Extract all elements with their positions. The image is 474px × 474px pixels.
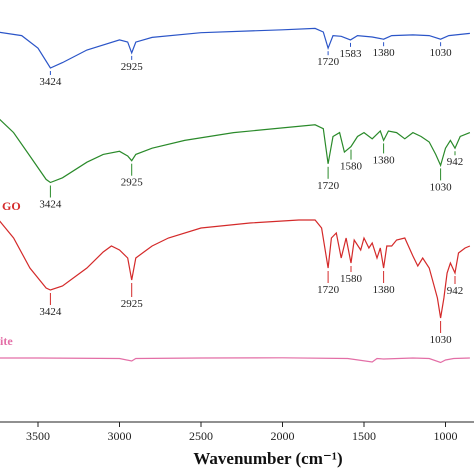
peak-label-1720: 1720 [317,180,340,192]
x-axis-label: Wavenumber (cm⁻¹) [193,449,342,468]
peak-label-2925: 2925 [121,177,144,189]
series-line-4 [0,357,470,364]
peak-label-942: 942 [447,156,464,168]
peak-label-2925: 2925 [121,61,144,73]
series-label-ite: ite [0,334,13,348]
peak-label-3424: 3424 [39,306,62,318]
series-layer [0,27,471,364]
x-tick-label-2000: 2000 [271,429,295,443]
peak-label-1030: 1030 [430,334,453,346]
peak-label-942: 942 [447,285,464,297]
series-line-2 [0,118,471,184]
peak-label-1720: 1720 [317,56,340,68]
peak-label-1030: 1030 [430,181,453,193]
x-tick-label-1500: 1500 [352,429,376,443]
peak-label-1380: 1380 [373,47,396,59]
x-tick-label-1000: 1000 [434,429,458,443]
x-tick-label-3000: 3000 [108,429,132,443]
series-line-1 [0,27,470,69]
x-tick-label-3500: 3500 [26,429,50,443]
x-tick-label-2500: 2500 [189,429,213,443]
peak-label-1720: 1720 [317,284,340,296]
x-axis-ticks: 3500 3000 2500 2000 1500 1000 [26,422,458,443]
peak-label-1380: 1380 [373,154,396,166]
peak-label-1380: 1380 [373,284,396,296]
peak-label-1580: 1580 [340,161,363,173]
peak-label-3424: 3424 [39,199,62,211]
peak-label-2925: 2925 [121,298,144,310]
peak-label-1030: 1030 [430,47,453,59]
peak-label-3424: 3424 [39,76,62,88]
series-line-3 [0,219,471,319]
peak-label-1580: 1580 [340,273,363,285]
series-label-go: GO [2,199,21,213]
peak-label-1583: 1583 [340,48,363,60]
